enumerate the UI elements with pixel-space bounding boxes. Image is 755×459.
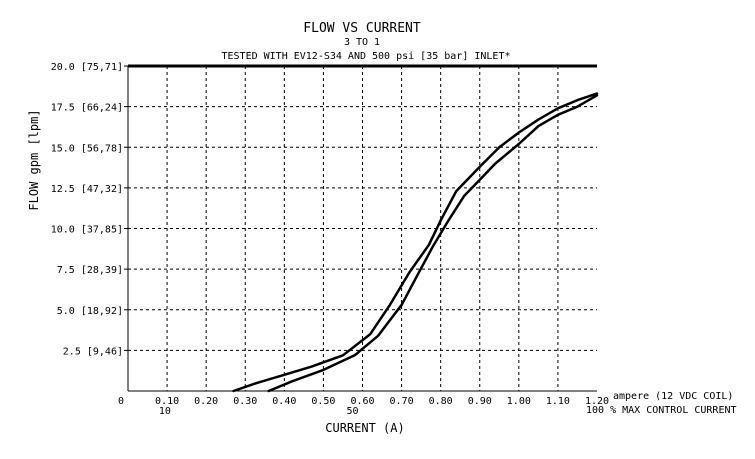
x-tick-label: 1.10 (546, 396, 570, 407)
chart-subtitle: 3 TO 1 (344, 37, 380, 48)
x-tick-label: 0 (118, 396, 124, 407)
series-layer (232, 92, 599, 393)
y-tick-label: 2.5 [9,46] (63, 346, 123, 357)
x-axis-unit-label: ampere (12 VDC COIL) (613, 391, 733, 402)
chart-test-note: TESTED WITH EV12-S34 AND 500 psi [35 bar… (222, 51, 511, 62)
x-tick-label: 1.20 (585, 396, 609, 407)
x-tick-label: 0.70 (390, 396, 414, 407)
x-tick-label: 0.80 (429, 396, 453, 407)
y-tick-label: 12.5 [47,32] (51, 184, 123, 195)
x-axis-title: CURRENT (A) (325, 421, 404, 435)
x-tick-label: 0.10 (155, 396, 179, 407)
y-tick-label: 20.0 [75,71] (51, 62, 123, 73)
y-tick-label: 15.0 [56,78] (51, 143, 123, 154)
x-tick-label: 0.50 (311, 396, 335, 407)
x-tick-label: 1.00 (507, 396, 531, 407)
x-percent-tick-label: 50 (346, 406, 358, 417)
grid (128, 66, 597, 391)
x-tick-label: 0.20 (194, 396, 218, 407)
flow-curve-1 (232, 92, 599, 393)
y-tick-label: 10.0 [37,85] (51, 225, 123, 236)
x-axis-percent-label: 100 % MAX CONTROL CURRENT (586, 405, 737, 416)
x-tick-label: 0.30 (233, 396, 257, 407)
x-percent-tick-label: 10 (159, 406, 171, 417)
y-tick-label: 5.0 [18,92] (57, 306, 123, 317)
y-tick-label: 17.5 [66,24] (51, 103, 123, 114)
chart-title: FLOW VS CURRENT (303, 21, 421, 36)
x-tick-label: 0.90 (468, 396, 492, 407)
flow-curve-2 (267, 94, 599, 393)
y-axis-title: FLOW gpm [lpm] (27, 109, 41, 210)
y-tick-label: 7.5 [28,39] (57, 265, 123, 276)
x-tick-label: 0.60 (350, 396, 374, 407)
x-tick-label: 0.40 (272, 396, 296, 407)
axes: 0 0.10 0.20 0.30 0.40 0.50 0.60 0.70 0.80 0.90 1.0… (51, 62, 609, 417)
